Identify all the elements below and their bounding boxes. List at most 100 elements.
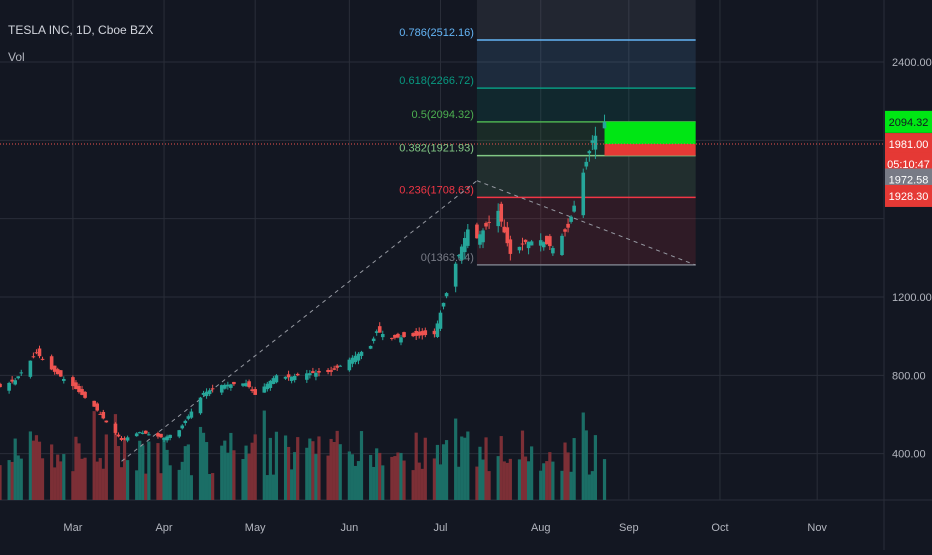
volume-bar <box>359 431 364 500</box>
candle-body <box>156 433 160 437</box>
volume-bar <box>198 426 203 500</box>
candle-body <box>0 383 2 388</box>
candle-body <box>338 365 343 367</box>
volume-bar <box>508 458 512 500</box>
candle-body <box>13 380 17 385</box>
volume-bar <box>77 443 81 500</box>
candle-body <box>58 370 63 377</box>
candle-body <box>265 383 270 390</box>
volume-bar <box>539 470 543 500</box>
price-scale-tag-label: 05:10:47 <box>887 159 930 171</box>
candle-body <box>566 223 570 228</box>
volume-bar <box>347 451 351 500</box>
candle-body <box>226 384 230 387</box>
candle-body <box>529 241 534 246</box>
candle-body <box>61 378 66 381</box>
price-scale-tag <box>885 133 932 156</box>
candle-body <box>19 372 24 374</box>
candle-body <box>478 234 482 245</box>
volume-bar <box>463 437 467 500</box>
volume-bar <box>220 445 224 500</box>
candle-body <box>37 348 42 357</box>
candle-body <box>292 375 297 381</box>
fib-zone <box>476 197 696 265</box>
fib-zone <box>476 40 696 89</box>
candle-body <box>140 432 145 434</box>
candle-body <box>359 351 364 356</box>
candle-body <box>34 352 39 354</box>
volume-bar <box>286 446 291 500</box>
fib-zone <box>476 88 696 122</box>
price-scale-tag <box>885 184 932 207</box>
volume-bar <box>283 435 288 500</box>
volume-bar <box>378 452 382 500</box>
candle-body <box>432 330 437 335</box>
candle-body <box>137 432 142 434</box>
volume-bar <box>74 436 78 500</box>
volume-bar <box>165 449 169 500</box>
candle-body <box>77 385 81 392</box>
volume-bar <box>208 474 212 500</box>
candle-body <box>40 358 45 360</box>
volume-bar <box>226 452 230 500</box>
candle-body <box>28 360 33 377</box>
candle-body <box>101 411 106 419</box>
price-scale-tag-label: 1928.30 <box>889 191 929 203</box>
candle-body <box>268 380 273 388</box>
candle-body <box>250 389 254 391</box>
volume-bar <box>101 468 105 500</box>
volume-bar <box>372 466 376 500</box>
candle-body <box>520 243 525 245</box>
candle-body <box>295 373 300 376</box>
candle-body <box>587 151 592 154</box>
candle-body <box>317 371 321 373</box>
candle-body <box>144 430 148 434</box>
volume-bar <box>144 473 148 500</box>
volume-bar <box>505 462 509 500</box>
volume-bar <box>438 464 443 500</box>
volume-bar <box>530 446 534 500</box>
volume-bar <box>484 437 488 500</box>
volume-bar <box>0 465 2 500</box>
volume-bar <box>305 447 309 500</box>
volume-bar <box>432 458 437 500</box>
volume-bar <box>211 473 215 500</box>
candle-body <box>244 383 248 387</box>
candle-body <box>420 331 425 336</box>
volume-bar <box>375 448 379 500</box>
volume-bar <box>37 441 42 500</box>
volume-bar <box>147 441 151 500</box>
candle-body <box>207 390 212 395</box>
volume-bar <box>141 445 145 500</box>
volume-bar <box>95 461 99 500</box>
volume-bar <box>62 454 66 500</box>
candle-body <box>347 359 352 371</box>
volume-bar <box>40 458 45 500</box>
candle-body <box>399 337 403 343</box>
candle-body <box>201 392 206 395</box>
volume-bar <box>83 457 87 500</box>
candle-body <box>122 438 127 440</box>
candle-body <box>305 373 309 380</box>
candle-body <box>563 229 567 232</box>
volume-bar <box>353 465 358 500</box>
volume-bar <box>457 466 461 500</box>
volume-bar <box>104 434 108 500</box>
volume-bar <box>241 459 245 500</box>
volume-bar <box>423 437 427 500</box>
candle-body <box>402 332 406 338</box>
volume-bar <box>393 456 397 500</box>
candle-body <box>219 385 224 393</box>
fib-level-label: 0(1363.84) <box>421 252 474 264</box>
volume-bar <box>478 446 482 500</box>
candle-body <box>165 436 169 441</box>
x-tick-label: Jun <box>340 522 358 534</box>
candle-body <box>356 353 361 361</box>
volume-bar <box>411 470 415 500</box>
candle-body <box>262 386 267 393</box>
y-tick-label: 1200.00 <box>892 292 932 304</box>
volume-indicator-label[interactable]: Vol <box>8 50 25 64</box>
candle-body <box>396 333 400 338</box>
